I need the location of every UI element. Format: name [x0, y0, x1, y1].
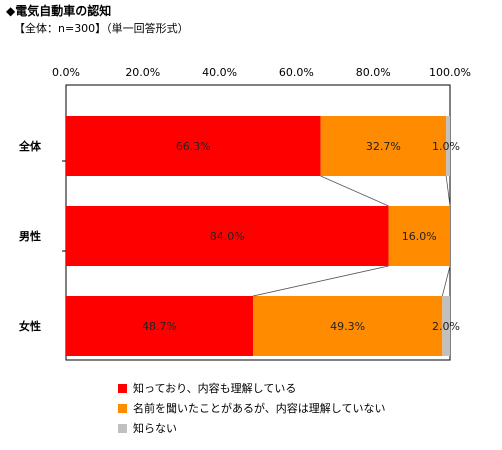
x-tick-label: 100.0% [429, 66, 471, 79]
x-tick-label: 20.0% [125, 66, 160, 79]
bar-segment [66, 116, 321, 176]
bar-segment [253, 296, 443, 356]
category-label: 女性 [19, 319, 41, 333]
connector-line [252, 265, 389, 297]
data-label: 1.0% [432, 140, 460, 153]
legend-swatch [118, 423, 127, 433]
x-tick-label: 80.0% [356, 66, 391, 79]
legend-item: 名前を聞いたことがあるが、内容は理解していない [118, 398, 385, 418]
legend-label: 名前を聞いたことがあるが、内容は理解していない [133, 402, 386, 415]
connector-line [320, 175, 389, 207]
legend-item: 知っており、内容も理解している [118, 378, 385, 398]
x-tick-label: 60.0% [279, 66, 314, 79]
legend-item: 知らない [118, 418, 385, 438]
bar-segment [66, 296, 254, 356]
data-label: 66.3% [176, 140, 211, 153]
chart-subtitle: 【全体：n=300】（単一回答形式） [14, 22, 189, 35]
data-label: 48.7% [142, 320, 177, 333]
legend-label: 知っており、内容も理解している [133, 382, 297, 395]
category-label: 全体 [18, 139, 42, 153]
chart-legend: 知っており、内容も理解している名前を聞いたことがあるが、内容は理解していない 知ら… [118, 378, 385, 438]
data-label: 49.3% [330, 320, 365, 333]
chart-title: ◆電気自動車の認知 [6, 4, 112, 18]
connector-line [441, 265, 451, 297]
bar-segment [66, 206, 389, 266]
x-tick-label: 0.0% [52, 66, 80, 79]
bar-segment [446, 116, 450, 176]
bar-segment [442, 296, 450, 356]
bar-segment [320, 116, 447, 176]
data-label: 32.7% [366, 140, 401, 153]
data-label: 16.0% [402, 230, 437, 243]
data-label: 2.0% [432, 320, 460, 333]
data-label: 84.0% [210, 230, 245, 243]
category-label: 男性 [19, 229, 41, 243]
legend-swatch [118, 383, 127, 393]
legend-label: 知らない [133, 422, 177, 435]
bar-segment [388, 206, 450, 266]
x-tick-label: 40.0% [202, 66, 237, 79]
legend-swatch [118, 403, 127, 413]
connector-line [445, 175, 451, 207]
